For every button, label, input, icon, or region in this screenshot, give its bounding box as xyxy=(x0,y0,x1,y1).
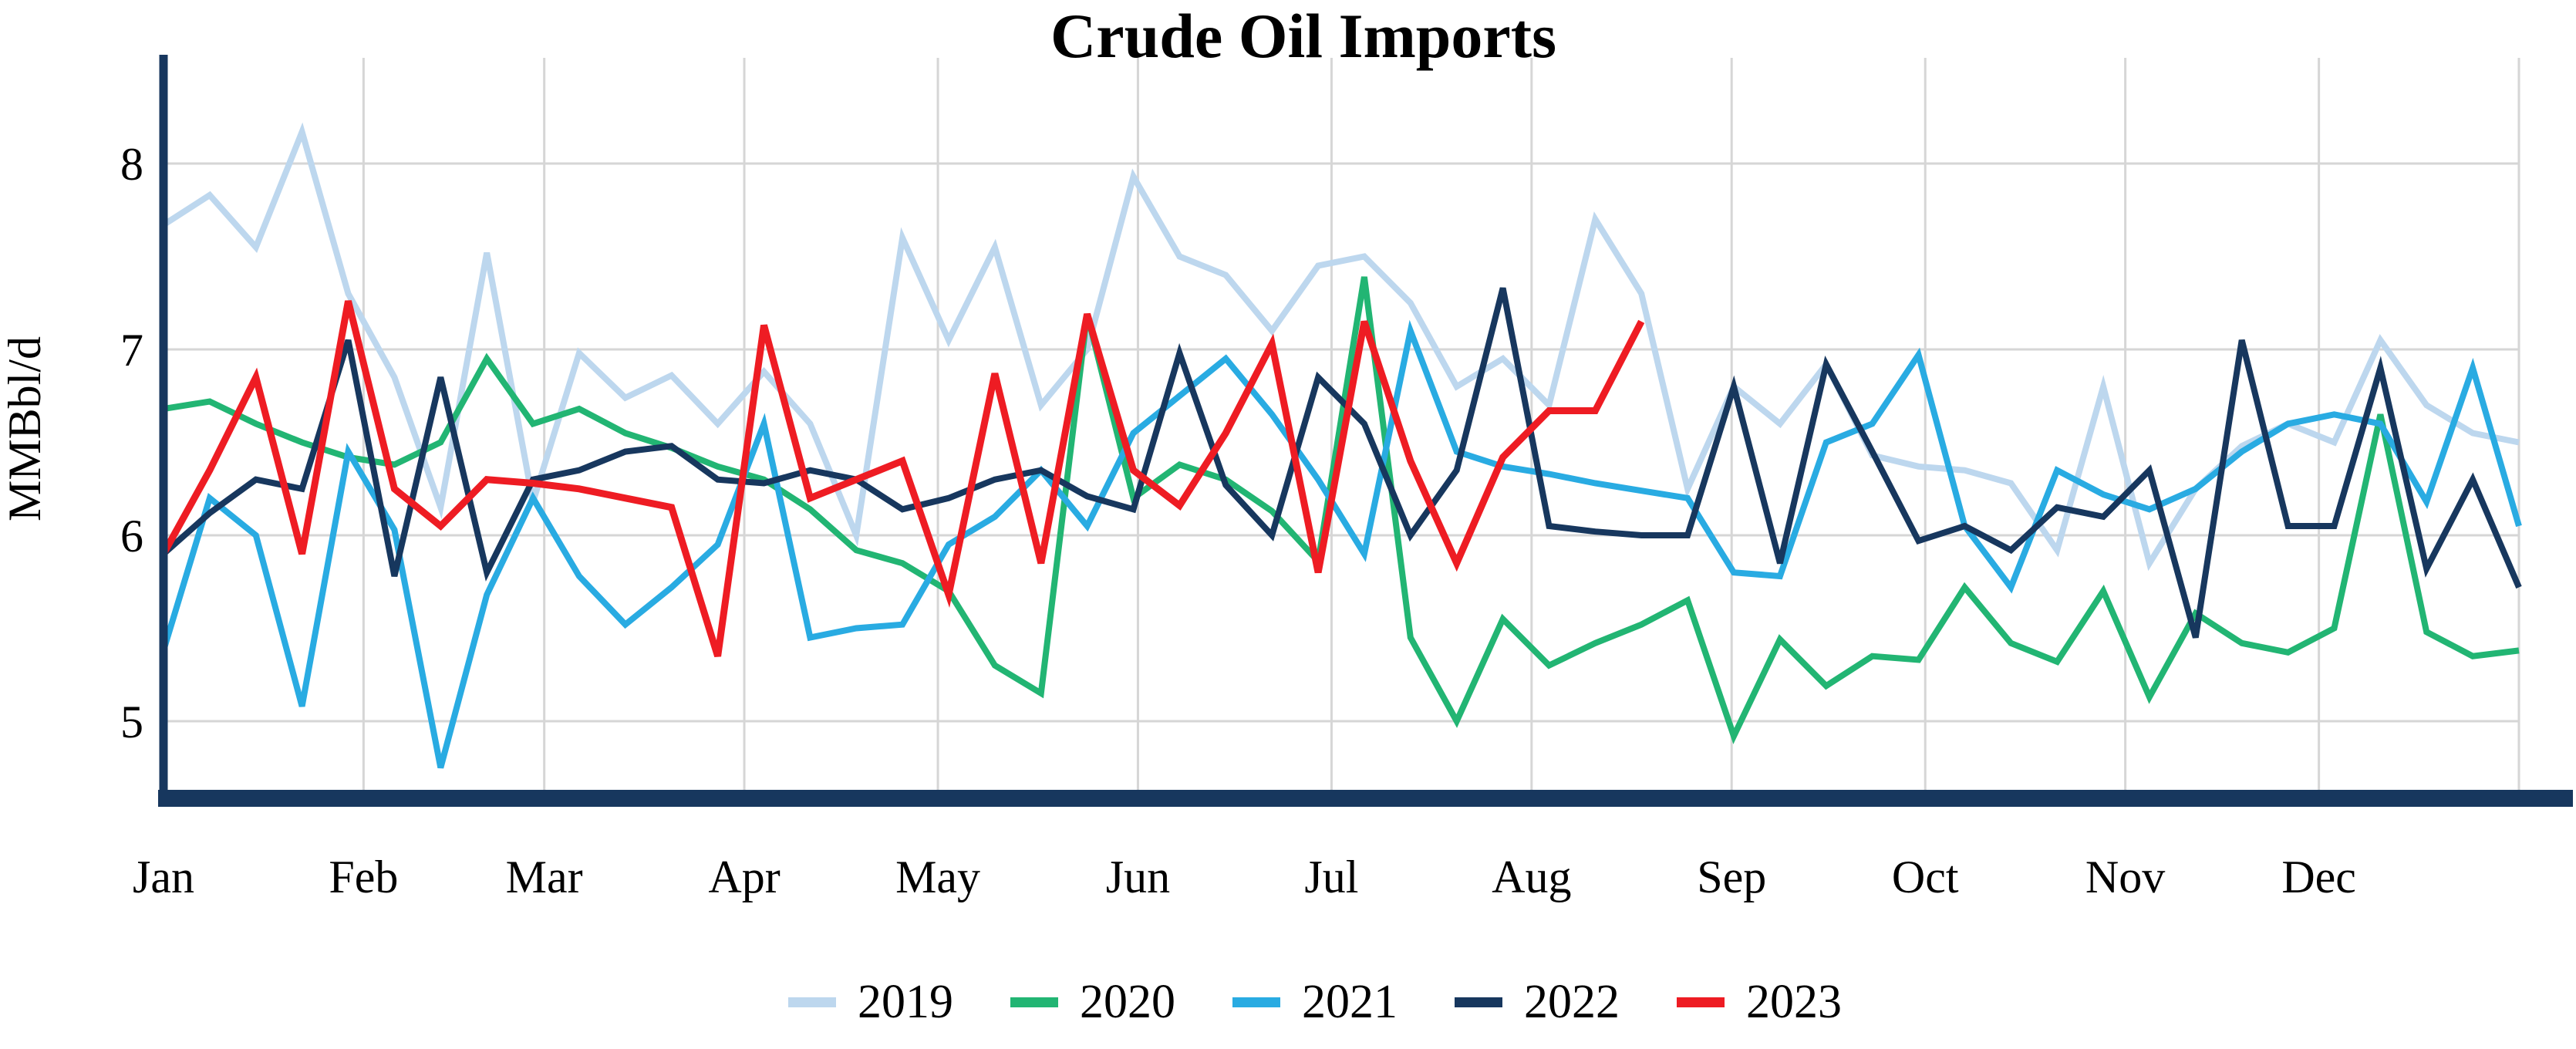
x-tick-label-Aug: Aug xyxy=(1492,852,1571,902)
y-tick-label-5: 5 xyxy=(120,697,143,747)
legend-label-2022: 2022 xyxy=(1524,976,1620,1028)
x-tick-label-Jul: Jul xyxy=(1304,852,1358,902)
chart-legend: 2019 2020 2021 2022 2023 xyxy=(0,978,2576,1026)
legend-swatch-2021 xyxy=(1232,997,1280,1007)
legend-swatch-2020 xyxy=(1010,997,1058,1007)
x-tick-label-Sep: Sep xyxy=(1697,852,1766,902)
legend-item-2021: 2021 xyxy=(1232,978,1398,1026)
y-axis-title: MMBbl/d xyxy=(0,336,50,521)
y-tick-label-7: 7 xyxy=(120,325,143,376)
series-line-2023 xyxy=(160,300,1645,658)
legend-label-2023: 2023 xyxy=(1746,976,1842,1028)
legend-item-2020: 2020 xyxy=(1010,978,1175,1026)
legend-label-2020: 2020 xyxy=(1080,976,1175,1028)
legend-label-2021: 2021 xyxy=(1302,976,1398,1028)
legend-swatch-2022 xyxy=(1455,997,1502,1007)
chart-title: Crude Oil Imports xyxy=(1050,1,1556,71)
x-tick-label-Feb: Feb xyxy=(329,852,398,902)
legend-item-2022: 2022 xyxy=(1455,978,1620,1026)
series-line-2019 xyxy=(161,122,2520,572)
series-line-2021 xyxy=(160,319,2522,769)
x-tick-label-Jan: Jan xyxy=(133,852,194,902)
x-tick-label-Nov: Nov xyxy=(2085,852,2165,902)
y-tick-label-6: 6 xyxy=(120,511,143,562)
x-tick-label-Dec: Dec xyxy=(2281,852,2356,902)
series-line-2020 xyxy=(163,276,2520,744)
legend-swatch-2019 xyxy=(788,997,836,1007)
series-line-2022 xyxy=(161,287,2522,639)
x-tick-label-Jun: Jun xyxy=(1106,852,1170,902)
legend-label-2019: 2019 xyxy=(858,976,953,1028)
x-tick-label-Oct: Oct xyxy=(1892,852,1959,902)
legend-swatch-2023 xyxy=(1677,997,1725,1007)
y-tick-label-8: 8 xyxy=(120,139,143,190)
legend-item-2019: 2019 xyxy=(788,978,953,1026)
x-axis-bar xyxy=(158,790,2573,807)
x-tick-label-Mar: Mar xyxy=(506,852,583,902)
x-tick-label-May: May xyxy=(895,852,980,902)
legend-item-2023: 2023 xyxy=(1677,978,1842,1026)
x-tick-label-Apr: Apr xyxy=(708,852,780,902)
